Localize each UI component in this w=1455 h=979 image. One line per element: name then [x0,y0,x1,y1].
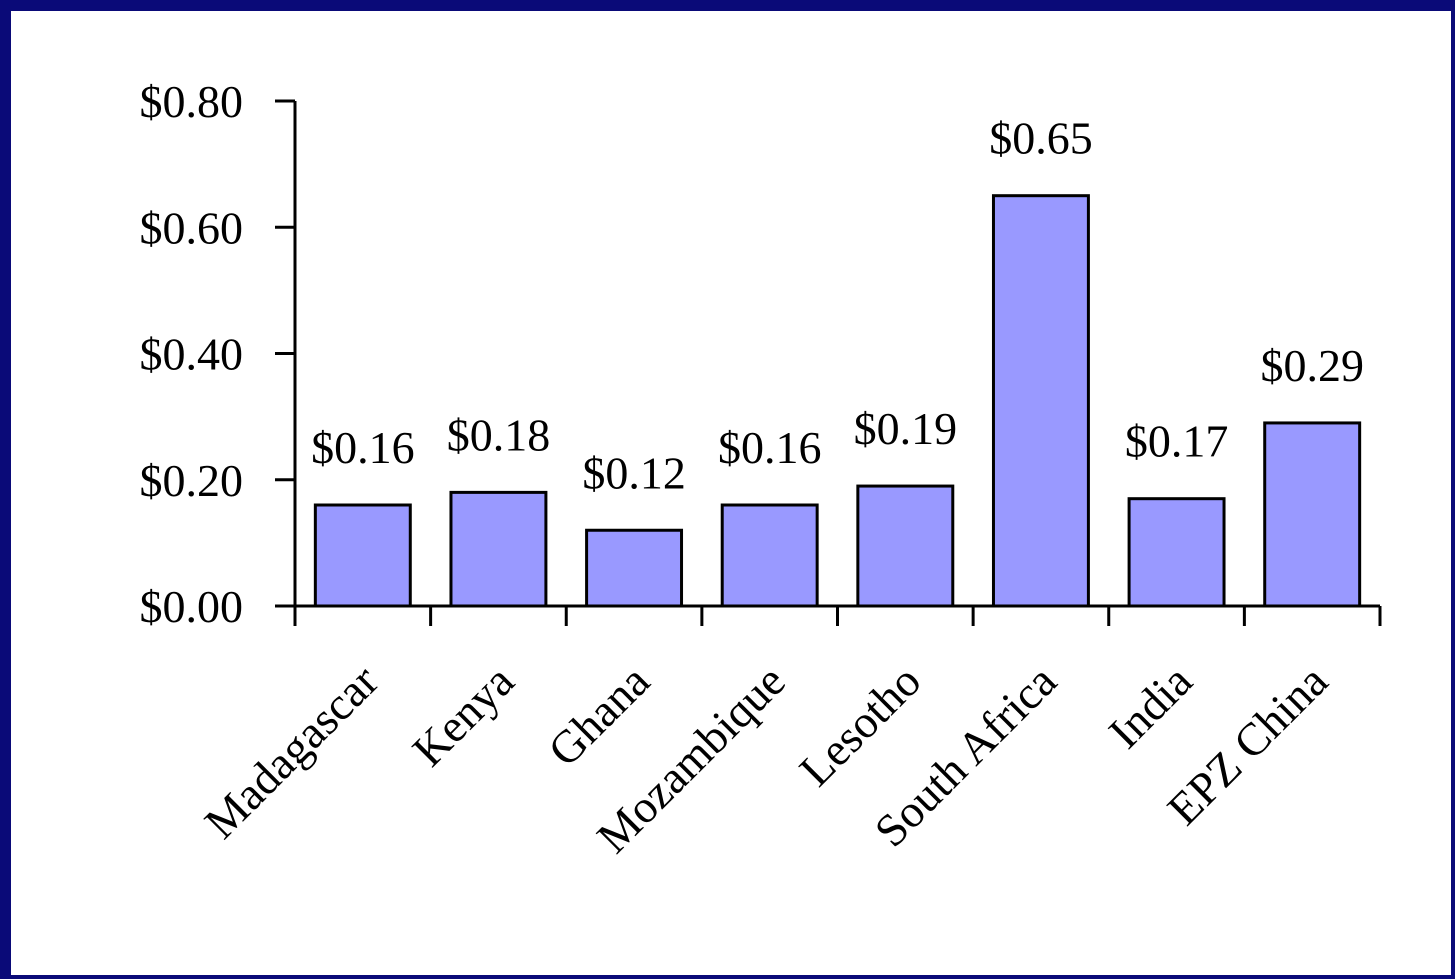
bar-south-africa [991,194,1090,608]
x-category-label: Madagascar [195,655,388,848]
data-label: $0.16 [311,422,415,473]
x-category-label: Ghana [538,655,659,776]
bar-madagascar [313,503,412,608]
bar-kenya [449,490,548,608]
bar-lesotho [856,484,955,608]
x-ticks-group [293,606,1382,626]
data-label: $0.19 [854,403,958,454]
data-label: $0.17 [1125,416,1229,467]
bar-ghana [585,528,684,608]
data-label: $0.18 [447,409,551,460]
y-ticks-group: $0.00 $0.20 $0.40 $0.60 $0.80 [140,76,295,632]
data-labels-group: $0.16 $0.18 $0.12 $0.16 $0.19 $0.65 $0.17 $0.29 [311,113,1364,499]
x-category-label: Kenya [403,655,524,776]
data-label: $0.16 [718,422,822,473]
bar-india [1127,497,1226,608]
y-tick-label: $0.80 [140,76,244,127]
bar-epz-china [1263,421,1362,608]
category-labels-group: Madagascar Kenya GhanaMozambiqueLesothoSou… [195,655,1338,863]
data-label: $0.65 [989,113,1093,164]
bar-mozambique [720,503,819,608]
y-tick-label: $0.20 [140,455,244,506]
y-tick-label: $0.60 [140,202,244,253]
x-category-label: India [1099,655,1202,758]
bars-group [313,194,1362,608]
y-tick-label: $0.00 [140,581,244,632]
data-label: $0.12 [582,447,686,498]
y-tick-label: $0.40 [140,329,244,380]
data-label: $0.29 [1260,340,1364,391]
